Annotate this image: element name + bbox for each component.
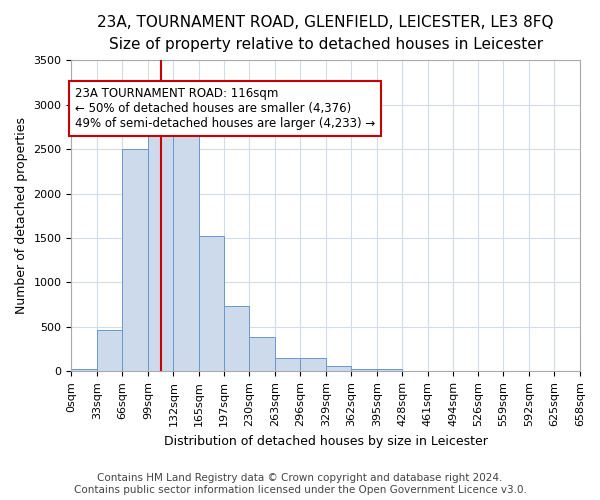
Bar xyxy=(173,122,199,372)
Bar xyxy=(71,368,97,372)
Y-axis label: Number of detached properties: Number of detached properties xyxy=(15,118,28,314)
Bar xyxy=(326,366,351,372)
Bar xyxy=(224,306,249,372)
Bar xyxy=(97,330,122,372)
Text: 23A TOURNAMENT ROAD: 116sqm
← 50% of detached houses are smaller (4,376)
49% of : 23A TOURNAMENT ROAD: 116sqm ← 50% of det… xyxy=(75,87,376,130)
Title: 23A, TOURNAMENT ROAD, GLENFIELD, LEICESTER, LE3 8FQ
Size of property relative to: 23A, TOURNAMENT ROAD, GLENFIELD, LEICEST… xyxy=(97,15,554,52)
Bar xyxy=(122,149,148,372)
Bar xyxy=(351,368,377,372)
Bar xyxy=(275,358,300,372)
Bar xyxy=(148,122,173,372)
X-axis label: Distribution of detached houses by size in Leicester: Distribution of detached houses by size … xyxy=(164,434,488,448)
Bar xyxy=(377,368,402,372)
Text: Contains HM Land Registry data © Crown copyright and database right 2024.
Contai: Contains HM Land Registry data © Crown c… xyxy=(74,474,526,495)
Bar xyxy=(249,336,275,372)
Bar xyxy=(199,236,224,372)
Bar xyxy=(300,358,326,372)
